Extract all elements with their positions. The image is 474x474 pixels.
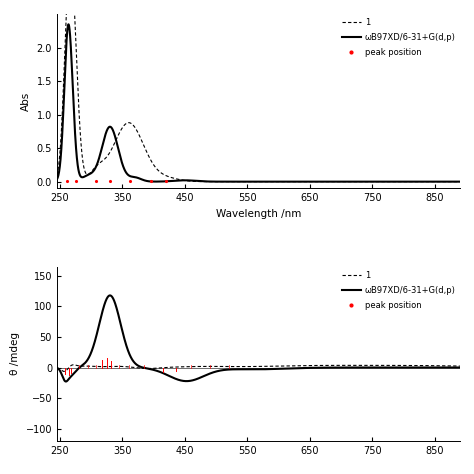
X-axis label: Wavelength /nm: Wavelength /nm bbox=[216, 209, 301, 219]
Legend: 1, ωB97XD/6-31+G(d,p), peak position: 1, ωB97XD/6-31+G(d,p), peak position bbox=[342, 18, 456, 57]
Y-axis label: Abs: Abs bbox=[21, 91, 31, 111]
Y-axis label: θ /mdeg: θ /mdeg bbox=[10, 332, 20, 375]
Legend: 1, ωB97XD/6-31+G(d,p), peak position: 1, ωB97XD/6-31+G(d,p), peak position bbox=[342, 271, 456, 310]
